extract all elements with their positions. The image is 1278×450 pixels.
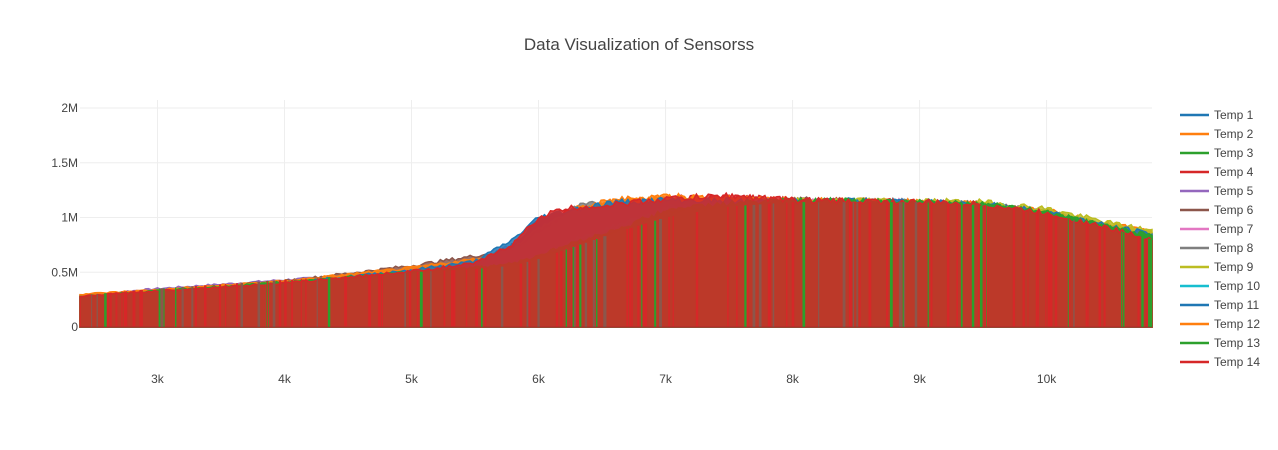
x-tick-label: 5k (405, 372, 419, 386)
y-tick-label: 1.5M (51, 156, 78, 170)
x-tick-label: 7k (659, 372, 673, 386)
x-tick-label: 4k (278, 372, 292, 386)
legend-item[interactable]: Temp 5 (1180, 184, 1254, 198)
legend-item[interactable]: Temp 11 (1180, 298, 1259, 312)
legend: Temp 1 Temp 2 Temp 3 Temp 4 Temp 5 Temp 6 Temp… (1180, 108, 1260, 369)
x-tick-label: 9k (913, 372, 927, 386)
legend-item[interactable]: Temp 14 (1180, 355, 1260, 369)
legend-item[interactable]: Temp 9 (1180, 260, 1254, 274)
legend-label: Temp 14 (1214, 355, 1260, 369)
legend-label: Temp 8 (1214, 241, 1254, 255)
y-tick-label: 0.5M (51, 265, 78, 279)
x-axis: 3k 4k 5k 6k 7k 8k 9k 10k (151, 372, 1057, 386)
legend-label: Temp 6 (1214, 203, 1254, 217)
chart-title: Data Visualization of Sensorss (524, 35, 754, 54)
x-tick-label: 10k (1037, 372, 1057, 386)
legend-label: Temp 1 (1214, 108, 1254, 122)
y-tick-label: 0 (71, 320, 78, 334)
legend-label: Temp 11 (1214, 298, 1259, 312)
legend-label: Temp 10 (1214, 279, 1260, 293)
legend-label: Temp 13 (1214, 336, 1260, 350)
legend-label: Temp 4 (1214, 165, 1254, 179)
legend-item[interactable]: Temp 7 (1180, 222, 1254, 236)
legend-label: Temp 5 (1214, 184, 1254, 198)
y-tick-label: 1M (61, 211, 78, 225)
legend-item[interactable]: Temp 3 (1180, 146, 1254, 160)
x-tick-label: 3k (151, 372, 165, 386)
series-14-area (79, 191, 1153, 328)
legend-item[interactable]: Temp 6 (1180, 203, 1254, 217)
legend-item[interactable]: Temp 12 (1180, 317, 1260, 331)
legend-item[interactable]: Temp 2 (1180, 127, 1254, 141)
plot-area (79, 191, 1153, 328)
legend-item[interactable]: Temp 13 (1180, 336, 1260, 350)
y-tick-label: 2M (61, 101, 78, 115)
legend-label: Temp 9 (1214, 260, 1254, 274)
legend-item[interactable]: Temp 4 (1180, 165, 1254, 179)
legend-label: Temp 7 (1214, 222, 1254, 236)
y-axis: 0 0.5M 1M 1.5M 2M (51, 101, 78, 334)
legend-item[interactable]: Temp 10 (1180, 279, 1260, 293)
legend-label: Temp 2 (1214, 127, 1254, 141)
legend-label: Temp 3 (1214, 146, 1254, 160)
legend-item[interactable]: Temp 1 (1180, 108, 1254, 122)
x-tick-label: 8k (786, 372, 800, 386)
x-tick-label: 6k (532, 372, 546, 386)
legend-label: Temp 12 (1214, 317, 1260, 331)
legend-item[interactable]: Temp 8 (1180, 241, 1254, 255)
